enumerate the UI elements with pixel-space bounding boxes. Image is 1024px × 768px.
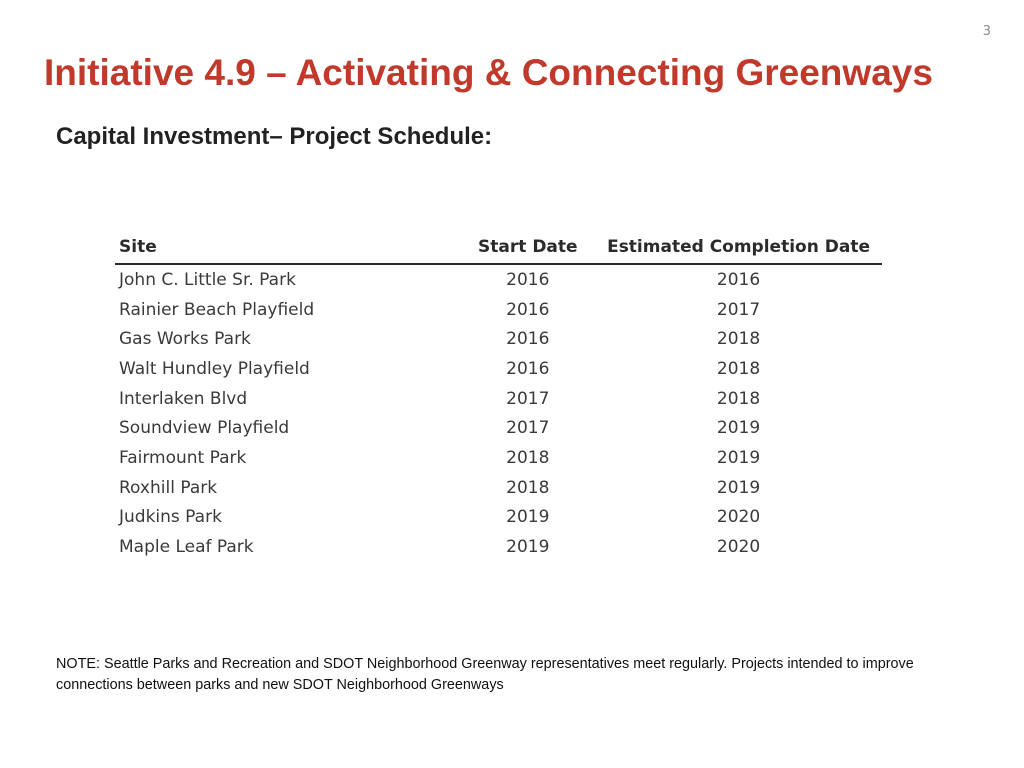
cell-completion-date: 2019 — [716, 477, 761, 498]
cell-site: Judkins Park — [119, 507, 222, 528]
table-body: John C. Little Sr. Park 2016 2016 Rainie… — [115, 264, 882, 562]
cell-site: John C. Little Sr. Park — [119, 269, 296, 290]
table-row: Judkins Park 2019 2020 — [115, 503, 882, 533]
table-row: Walt Hundley Playfield 2016 2018 — [115, 354, 882, 384]
cell-start-date: 2016 — [506, 299, 550, 320]
header-completion-date: Estimated Completion Date — [595, 234, 882, 265]
cell-start-date: 2016 — [506, 269, 550, 290]
slide-title: Initiative 4.9 – Activating & Connecting… — [44, 52, 933, 93]
cell-site: Rainier Beach Playfield — [119, 299, 315, 320]
table-row: Gas Works Park 2016 2018 — [115, 324, 882, 354]
project-schedule-table: Site Start Date Estimated Completion Dat… — [115, 234, 882, 562]
cell-completion-date: 2020 — [716, 507, 761, 528]
cell-completion-date: 2019 — [716, 418, 761, 439]
cell-site: Soundview Playfield — [119, 418, 290, 439]
cell-start-date: 2018 — [506, 447, 550, 468]
cell-start-date: 2019 — [506, 507, 550, 528]
header-row: Site Start Date Estimated Completion Dat… — [115, 234, 882, 265]
cell-site: Gas Works Park — [119, 329, 251, 350]
slide-number: 3 — [982, 24, 991, 39]
cell-completion-date: 2018 — [716, 358, 761, 379]
cell-completion-date: 2016 — [716, 269, 761, 290]
slide-subtitle: Capital Investment– Project Schedule: — [56, 123, 493, 150]
cell-completion-date: 2018 — [716, 388, 761, 409]
cell-start-date: 2017 — [506, 418, 550, 439]
table-row: John C. Little Sr. Park 2016 2016 — [115, 264, 882, 295]
header-start-date: Start Date — [460, 234, 596, 265]
cell-site: Maple Leaf Park — [119, 537, 254, 558]
cell-start-date: 2016 — [506, 329, 550, 350]
cell-completion-date: 2018 — [716, 329, 761, 350]
table-header: Site Start Date Estimated Completion Dat… — [115, 234, 882, 265]
cell-site: Roxhill Park — [119, 477, 218, 498]
cell-start-date: 2016 — [506, 358, 550, 379]
table-row: Fairmount Park 2018 2019 — [115, 443, 882, 473]
cell-completion-date: 2020 — [716, 537, 761, 558]
footnote: NOTE: Seattle Parks and Recreation and S… — [56, 656, 914, 693]
cell-completion-date: 2019 — [716, 447, 761, 468]
cell-start-date: 2018 — [506, 477, 550, 498]
cell-site: Walt Hundley Playfield — [119, 358, 310, 379]
cell-start-date: 2019 — [506, 537, 550, 558]
table-row: Interlaken Blvd 2017 2018 — [115, 384, 882, 414]
table-row: Maple Leaf Park 2019 2020 — [115, 532, 882, 562]
cell-site: Fairmount Park — [119, 447, 247, 468]
cell-site: Interlaken Blvd — [119, 388, 248, 409]
header-site: Site — [115, 234, 461, 265]
table-row: Soundview Playfield 2017 2019 — [115, 413, 882, 443]
table-row: Rainier Beach Playfield 2016 2017 — [115, 295, 882, 325]
table-row: Roxhill Park 2018 2019 — [115, 473, 882, 503]
cell-start-date: 2017 — [506, 388, 550, 409]
cell-completion-date: 2017 — [716, 299, 761, 320]
